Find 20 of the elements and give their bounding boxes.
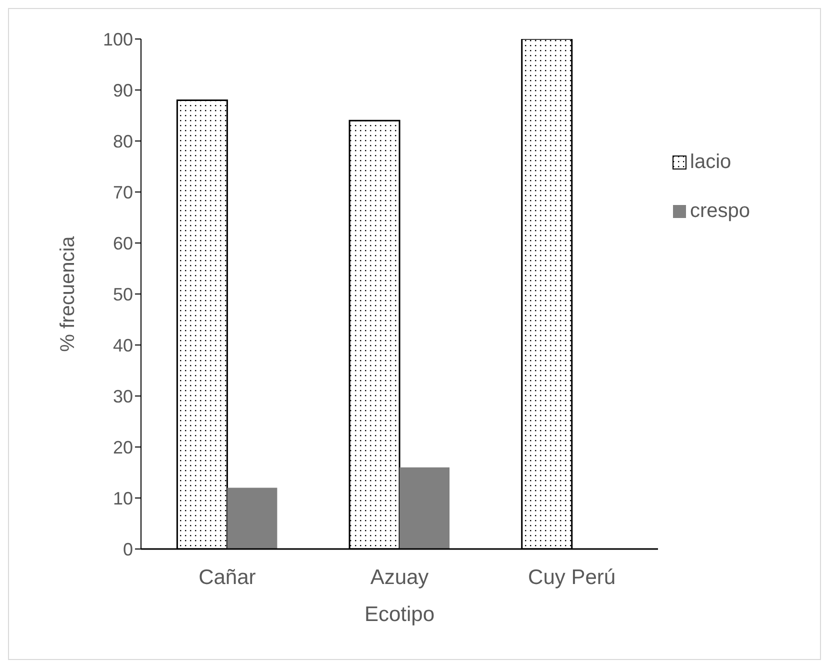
- x-tick-label: Cañar: [198, 566, 256, 589]
- y-tick-label: 80: [112, 131, 133, 152]
- y-tick-label: 70: [112, 182, 133, 202]
- y-tick-label: 40: [112, 335, 133, 356]
- bar: [227, 488, 278, 549]
- y-tick-label: 20: [112, 437, 133, 458]
- y-tick-label: 0: [122, 539, 133, 560]
- y-tick-label: 60: [112, 233, 133, 254]
- y-tick-label: 50: [112, 284, 133, 304]
- y-tick-label: 100: [102, 29, 133, 50]
- x-tick-label: Cuy Perú: [528, 566, 616, 589]
- legend-label: crespo: [690, 200, 750, 223]
- y-tick-label: 30: [112, 386, 133, 406]
- y-axis-title: % frecuencia: [57, 235, 80, 352]
- y-tick-label: 10: [112, 488, 133, 508]
- x-axis-title: Ecotipo: [364, 603, 435, 626]
- bar: [400, 467, 450, 549]
- x-tick-label: Azuay: [370, 566, 430, 589]
- legend-label: lacio: [690, 151, 732, 174]
- y-tick-label: 90: [112, 80, 133, 100]
